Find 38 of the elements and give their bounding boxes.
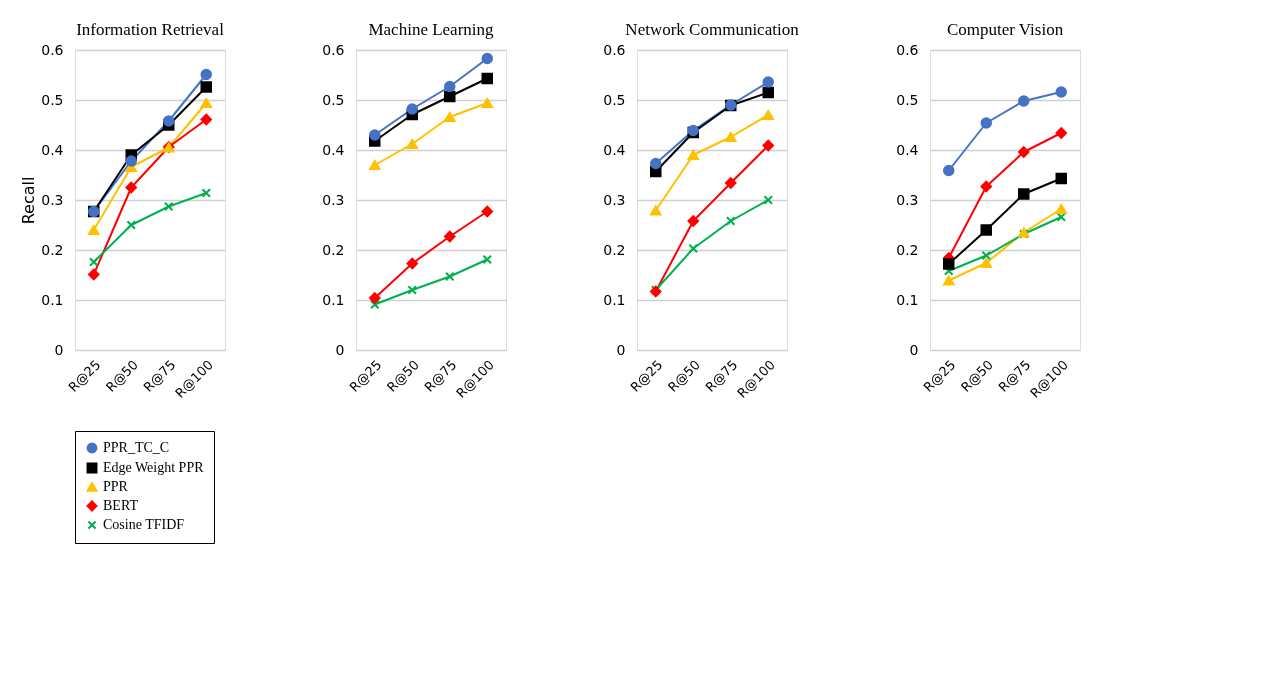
y-tick-label: 0.2 xyxy=(322,241,345,258)
chart-title: Network Communication xyxy=(625,20,800,39)
y-tick-label: 0.6 xyxy=(41,41,64,58)
y-tick-label: 0.3 xyxy=(603,191,626,208)
y-tick-label: 0.1 xyxy=(603,291,626,308)
legend-label: PPR_TC_C xyxy=(103,440,170,455)
y-tick-label: 0.4 xyxy=(41,141,64,158)
y-axis-title: Recall xyxy=(19,176,39,225)
y-tick-label: 0.5 xyxy=(41,91,64,108)
y-tick-label: 0.6 xyxy=(896,41,919,58)
y-tick-label: 0.2 xyxy=(41,241,64,258)
y-tick-label: 0 xyxy=(54,341,64,358)
legend-label: Cosine TFIDF xyxy=(103,517,185,532)
y-tick-label: 0.3 xyxy=(41,191,64,208)
legend-label: Edge Weight PPR xyxy=(103,460,205,475)
chart-title: Computer Vision xyxy=(946,20,1064,39)
y-tick-label: 0.5 xyxy=(896,91,919,108)
y-tick-label: 0.3 xyxy=(896,191,919,208)
y-tick-label: 0.3 xyxy=(322,191,345,208)
y-tick-label: 0.1 xyxy=(41,291,64,308)
y-tick-label: 0.2 xyxy=(603,241,626,258)
y-tick-label: 0.4 xyxy=(322,141,345,158)
y-tick-label: 0.5 xyxy=(603,91,626,108)
y-tick-label: 0 xyxy=(616,341,626,358)
y-tick-label: 0.6 xyxy=(603,41,626,58)
y-tick-label: 0.5 xyxy=(322,91,345,108)
y-tick-label: 0.1 xyxy=(896,291,919,308)
y-tick-label: 0.1 xyxy=(322,291,345,308)
y-tick-label: 0 xyxy=(909,341,919,358)
legend-label: PPR xyxy=(103,479,129,494)
y-tick-label: 0.4 xyxy=(896,141,919,158)
chart-title: Machine Learning xyxy=(368,20,495,39)
chart-title: Information Retrieval xyxy=(76,20,225,39)
legend-label: BERT xyxy=(103,498,139,513)
y-tick-label: 0.4 xyxy=(603,141,626,158)
y-tick-label: 0 xyxy=(335,341,345,358)
y-tick-label: 0.6 xyxy=(322,41,345,58)
y-tick-label: 0.2 xyxy=(896,241,919,258)
